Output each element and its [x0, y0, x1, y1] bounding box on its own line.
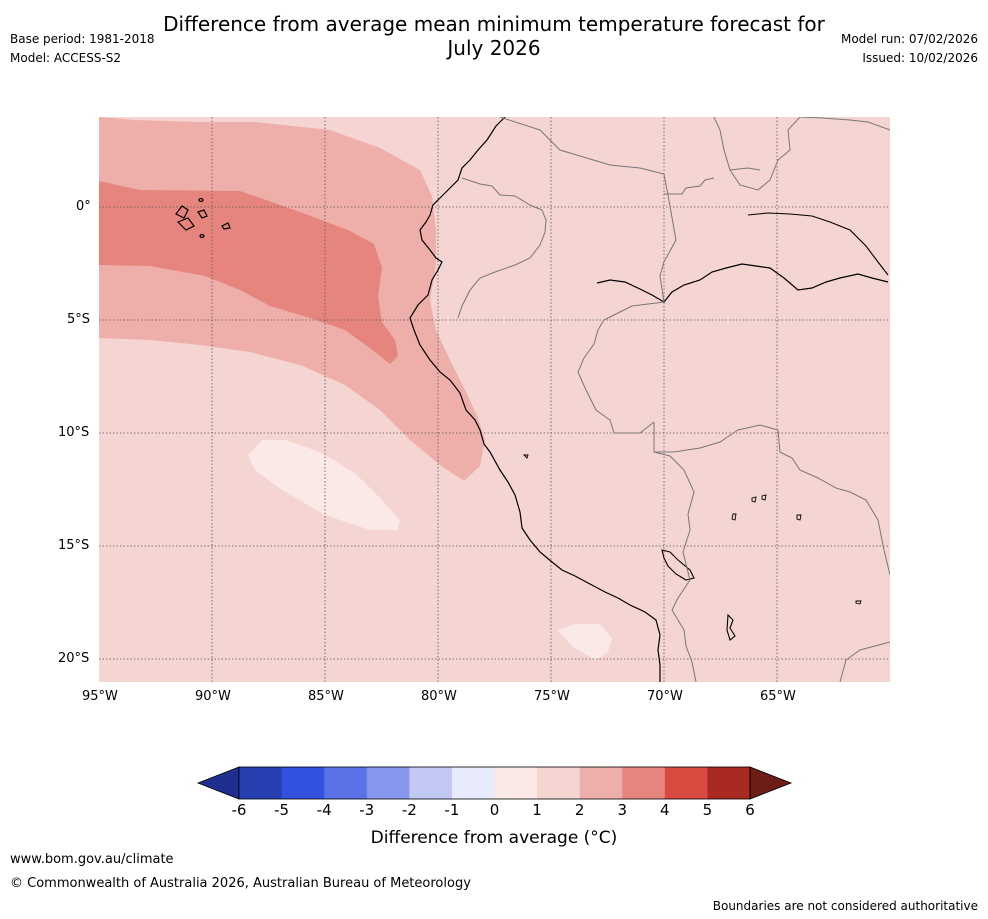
colorbar-segment — [664, 767, 708, 799]
colorbar-segment — [451, 767, 495, 799]
colorbar-label: Difference from average (°C) — [370, 828, 618, 848]
galapagos-islands — [175, 197, 231, 239]
anomaly-zone-3-4 — [99, 181, 398, 364]
lat-label-0: 0° — [76, 199, 91, 214]
colorbar-tick-label: 4 — [660, 801, 670, 819]
lon-label-85w: 85°W — [308, 689, 344, 704]
title-line-2: July 2026 — [447, 36, 541, 60]
lon-label-75w: 75°W — [534, 689, 570, 704]
copyright: © Commonwealth of Australia 2026, Austra… — [10, 876, 471, 891]
anomaly-zone-0-1-west — [248, 440, 400, 530]
colorbar-tick-label: -1 — [444, 801, 460, 819]
colorbar-tick-label: -6 — [231, 801, 247, 819]
lat-label-20s: 20°S — [58, 651, 90, 666]
colorbar-tick-label: -4 — [316, 801, 332, 819]
title-line-1: Difference from average mean minimum tem… — [163, 12, 825, 36]
colorbar-segment — [366, 767, 410, 799]
colorbar-segment — [622, 767, 666, 799]
colorbar-segment — [324, 767, 368, 799]
colorbar-tick-label: 3 — [617, 801, 628, 819]
lat-label-10s: 10°S — [58, 425, 90, 440]
issued-date: Issued: 10/02/2026 — [862, 51, 978, 65]
page-title: Difference from average mean minimum tem… — [0, 12, 988, 60]
colorbar-segment — [239, 767, 283, 799]
small-lakes — [522, 454, 862, 605]
colorbar-segment — [409, 767, 453, 799]
lon-label-90w: 90°W — [195, 689, 231, 704]
website: www.bom.gov.au/climate — [10, 852, 174, 867]
graticule — [99, 117, 890, 682]
model-name: Model: ACCESS-S2 — [10, 51, 122, 65]
model-run: Model run: 07/02/2026 — [840, 32, 978, 46]
country-borders — [457, 117, 890, 682]
colorbar-tick-label: 1 — [532, 801, 542, 819]
colorbar-extend-high — [749, 766, 793, 800]
colorbar-tick-label: -3 — [359, 801, 375, 819]
colorbar-segment — [494, 767, 538, 799]
colorbar-tick-label: 0 — [489, 801, 500, 819]
lat-label-15s: 15°S — [58, 538, 90, 553]
disclaimer: Boundaries are not considered authoritat… — [712, 899, 978, 913]
colorbar-outline — [238, 766, 751, 800]
anomaly-zone-0-1-south — [557, 624, 612, 660]
amazon-river — [596, 263, 889, 303]
lon-label-70w: 70°W — [647, 689, 683, 704]
colorbar-segment — [537, 767, 581, 799]
base-period: Base period: 1981-2018 — [10, 32, 155, 46]
colorbar-tick-label: 6 — [745, 801, 755, 819]
lon-label-80w: 80°W — [421, 689, 457, 704]
colorbar-extend-low — [196, 766, 240, 800]
colorbar-segment — [707, 767, 751, 799]
lon-label-95w: 95°W — [82, 689, 118, 704]
colorbar-tick-label: -5 — [274, 801, 290, 819]
colorbar — [196, 766, 793, 800]
coastline — [409, 117, 661, 682]
colorbar-segment — [579, 767, 623, 799]
negro-river — [747, 212, 889, 276]
lon-label-65w: 65°W — [760, 689, 796, 704]
colorbar-tick-label: 5 — [702, 801, 713, 819]
colorbar-tick-label: -2 — [401, 801, 417, 819]
colorbar-segment — [281, 767, 325, 799]
colorbar-tick-label: 2 — [574, 801, 585, 819]
lat-label-5s: 5°S — [67, 312, 91, 327]
